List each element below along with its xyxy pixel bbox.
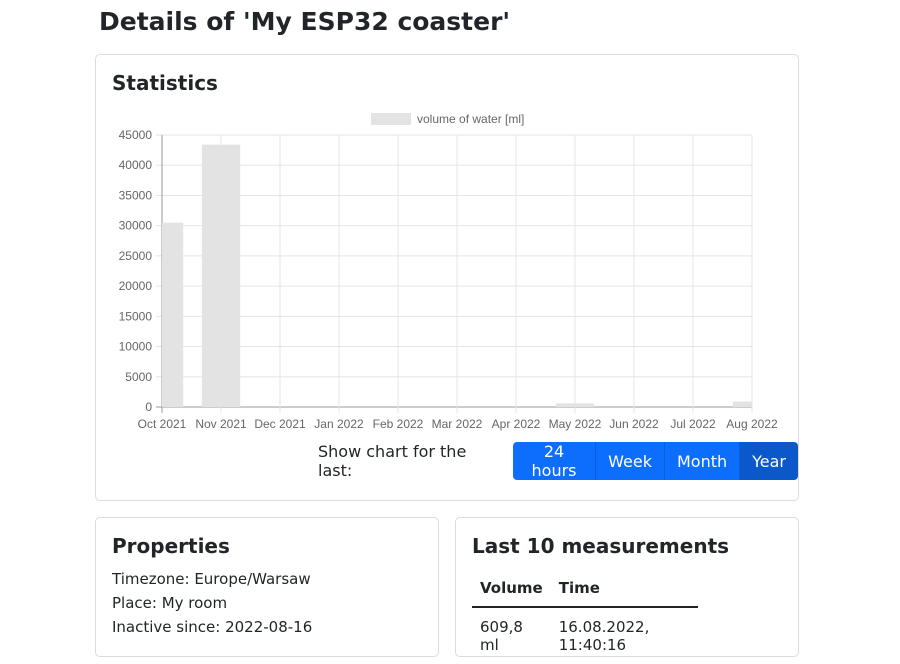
x-tick-label: Dec 2021 [254, 417, 306, 431]
x-tick-label: Jun 2022 [609, 417, 659, 431]
properties-title: Properties [112, 534, 230, 558]
properties-card: Properties Timezone: Europe/Warsaw Place… [95, 517, 439, 657]
measurements-table: Volume Time 609,8 ml 16.08.2022, 11:40:1… [472, 570, 698, 664]
chart-bar [732, 401, 752, 407]
chart-bar [162, 222, 184, 407]
table-row: 609,8 ml 16.08.2022, 11:40:16 [472, 607, 698, 664]
page-title: Details of 'My ESP32 coaster' [99, 7, 511, 36]
x-tick-label: Aug 2022 [726, 417, 778, 431]
y-tick-label: 30000 [119, 219, 153, 233]
water-volume-chart: 0 5000 10000 15000 20000 25000 30000 35000 40000… [119, 112, 778, 431]
y-tick-label: 20000 [119, 279, 153, 293]
measurements-title: Last 10 measurements [472, 534, 730, 558]
volume-column-header: Volume [472, 570, 551, 608]
legend-label: volume of water [ml] [417, 112, 524, 126]
chart-range-label: Show chart for the last: [318, 442, 467, 480]
legend-swatch [371, 113, 411, 125]
x-tick-label: Apr 2022 [492, 417, 541, 431]
chart-bar [201, 144, 241, 407]
time-cell: 16.08.2022, 11:40:16 [558, 618, 650, 654]
y-tick-label: 45000 [119, 128, 153, 142]
y-tick-label: 5000 [125, 370, 152, 384]
y-tick-label: 35000 [119, 188, 153, 202]
x-tick-label: Nov 2021 [195, 417, 247, 431]
y-tick-label: 10000 [119, 340, 153, 354]
time-column-header: Time [550, 570, 698, 608]
x-tick-label: Oct 2021 [138, 417, 187, 431]
measurements-card: Last 10 measurements Volume Time 609,8 m… [455, 517, 799, 657]
inactive-since-text: Inactive since: 2022-08-16 [112, 618, 313, 636]
range-year-button[interactable]: Year [740, 442, 798, 480]
volume-cell: 609,8 ml [480, 618, 523, 654]
chart-bar [555, 403, 595, 407]
x-tick-label: Jul 2022 [670, 417, 716, 431]
y-tick-label: 40000 [119, 158, 153, 172]
y-tick-label: 25000 [119, 249, 153, 263]
range-button-group: 24 hours Week Month Year [512, 442, 798, 480]
x-tick-label: Feb 2022 [373, 417, 424, 431]
x-tick-label: May 2022 [549, 417, 602, 431]
range-24-hours-button[interactable]: 24 hours [512, 442, 597, 480]
range-month-button[interactable]: Month [664, 442, 741, 480]
range-week-button[interactable]: Week [596, 442, 665, 480]
x-tick-label: Mar 2022 [432, 417, 483, 431]
x-tick-label: Jan 2022 [314, 417, 364, 431]
timezone-text: Timezone: Europe/Warsaw [112, 570, 311, 588]
y-tick-label: 15000 [119, 309, 153, 323]
y-tick-label: 0 [145, 400, 152, 414]
statistics-card: Statistics 0 5000 10000 15000 20000 25000 3000… [95, 54, 799, 501]
table-header-row: Volume Time [472, 570, 698, 608]
statistics-title: Statistics [112, 71, 218, 95]
chart-range-controls: Show chart for the last: 24 hours Week M… [318, 442, 798, 480]
place-text: Place: My room [112, 594, 228, 612]
